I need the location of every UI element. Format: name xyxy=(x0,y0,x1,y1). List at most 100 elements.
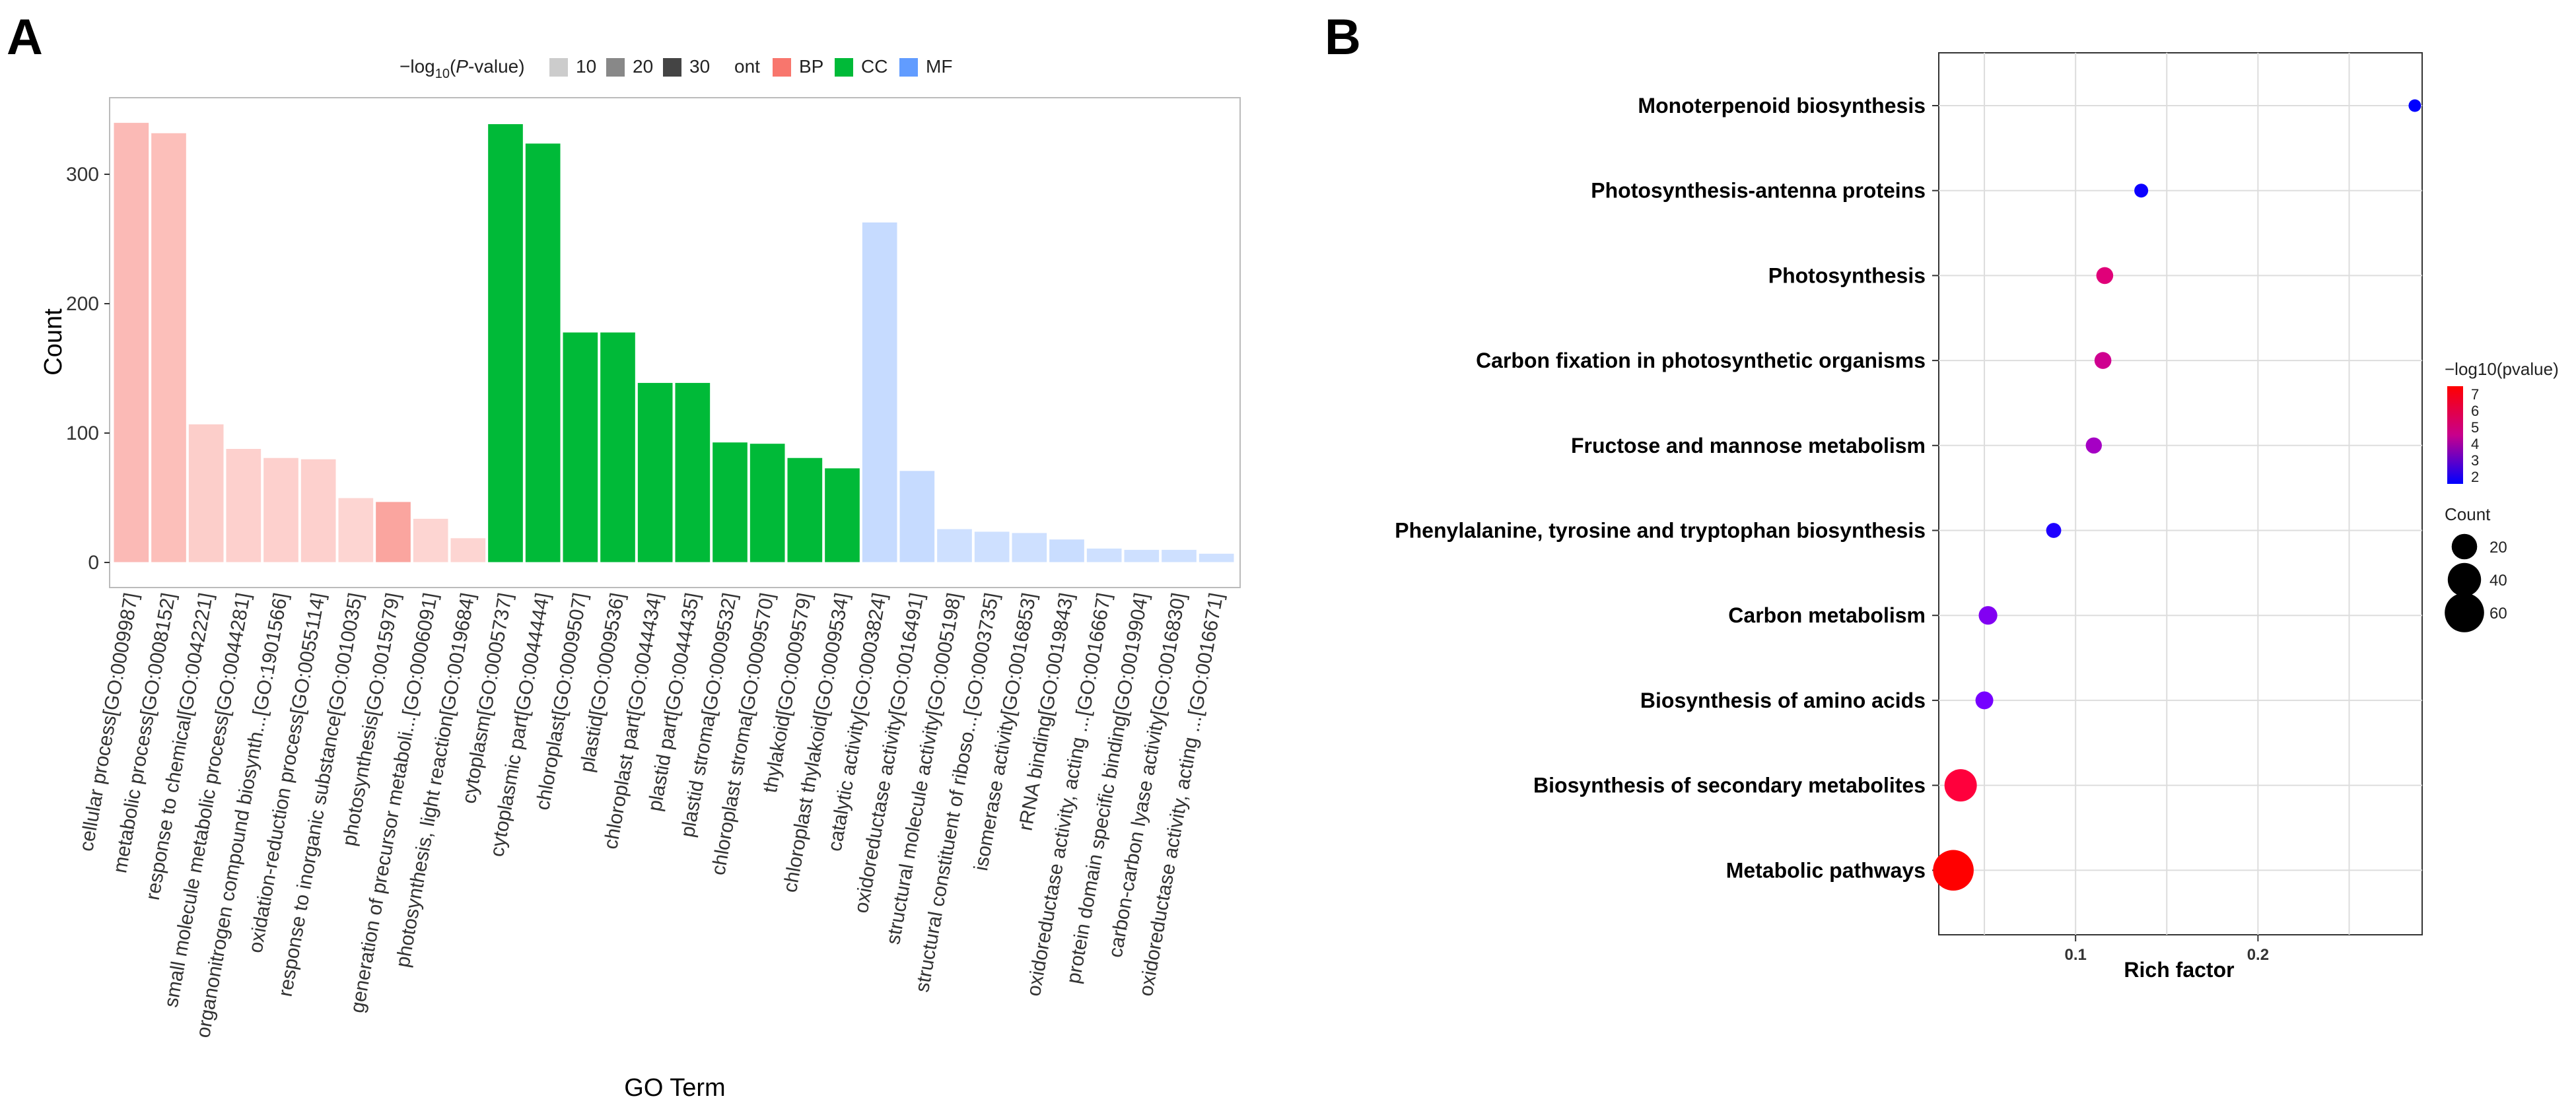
x-axis-tick-labels: cellular process[GO:0009987]metabolic pr… xyxy=(75,591,1228,1039)
bar-cc xyxy=(524,143,561,563)
bar-bp xyxy=(188,423,225,563)
bar-mf xyxy=(1011,532,1048,563)
size-legend-dot xyxy=(2445,593,2484,632)
size-legend-label: 60 xyxy=(2489,605,2507,623)
bar-bp xyxy=(225,448,262,563)
color-legend-tick: 3 xyxy=(2471,452,2479,469)
pathway-bubble xyxy=(2085,437,2102,454)
legend-alpha-swatch-20 xyxy=(606,58,625,77)
bar-cc xyxy=(824,467,860,563)
color-legend-tick: 7 xyxy=(2471,386,2479,403)
panel-b-label: B xyxy=(1325,9,1361,65)
color-legend-title: −log10(pvalue) xyxy=(2445,359,2559,379)
bar-bp xyxy=(412,518,449,563)
pathway-bubble xyxy=(1975,691,1994,710)
pathway-bubble xyxy=(2134,184,2149,198)
bar-cc xyxy=(674,382,711,563)
pathway-label: Biosynthesis of secondary metabolites xyxy=(1533,774,1926,797)
y-tick-label: 300 xyxy=(66,164,99,186)
pathway-bubble xyxy=(1944,769,1977,802)
legend-ont-label-cc: CC xyxy=(861,56,888,77)
pathway-label: Phenylalanine, tyrosine and tryptophan b… xyxy=(1395,519,1926,543)
bar-cc xyxy=(562,331,599,563)
bubble-grid xyxy=(1932,53,2422,935)
y-tick-label: 200 xyxy=(66,293,99,315)
pathway-bubble xyxy=(2094,352,2112,369)
panel-a: A −log10(P-value) 10 20 30 ont BP CC MF … xyxy=(7,9,1241,1102)
legend-alpha-swatch-10 xyxy=(549,58,568,77)
legend-alpha-label-20: 20 xyxy=(633,56,653,77)
pathway-label: Carbon metabolism xyxy=(1728,603,1926,627)
bar-mf xyxy=(899,470,936,563)
x-tick-label: 0.1 xyxy=(2064,946,2086,964)
x-axis-ticks: 0.1 0.2 xyxy=(2064,935,2269,964)
color-legend-tick: 5 xyxy=(2471,419,2479,436)
pathway-label: Photosynthesis xyxy=(1768,263,1926,287)
bar-bp xyxy=(337,497,374,563)
pathway-bubble xyxy=(2408,99,2421,112)
rich-factor-axis-title: Rich factor xyxy=(2124,958,2234,982)
legend-alpha-title: −log10(P-value) xyxy=(400,56,525,81)
legend-alpha-swatch-30 xyxy=(663,58,681,77)
legend-ont-swatch-mf xyxy=(899,58,918,77)
pathway-bubble xyxy=(1978,606,1998,625)
color-legend-bar xyxy=(2447,386,2463,484)
bubble-plot-area xyxy=(1938,52,2423,935)
bar-mf xyxy=(861,222,898,563)
bar-chart-legend: −log10(P-value) 10 20 30 ont BP CC MF xyxy=(400,56,952,81)
size-legend-dot xyxy=(2451,533,2478,560)
x-tick-label: 0.2 xyxy=(2247,946,2269,964)
size-legend-dot xyxy=(2447,562,2482,597)
bubble-series xyxy=(1933,99,2421,891)
bar-mf xyxy=(973,531,1010,563)
bar-cc xyxy=(786,457,823,563)
bar-mf xyxy=(1123,549,1160,563)
color-legend-tick: 6 xyxy=(2471,403,2479,419)
bar-cc xyxy=(600,331,636,563)
bar-bp xyxy=(375,501,411,563)
bar-mf xyxy=(1161,549,1197,563)
pathway-label: Biosynthesis of amino acids xyxy=(1640,689,1926,712)
bar-mf xyxy=(1198,553,1235,563)
legend-ont-swatch-cc xyxy=(835,58,853,77)
pathway-label: Carbon fixation in photosynthetic organi… xyxy=(1476,349,1926,372)
color-legend-tick: 4 xyxy=(2471,436,2479,452)
pathway-labels: Monoterpenoid biosynthesis Photosynthesis… xyxy=(1395,94,1926,882)
legend-alpha-label-10: 10 xyxy=(576,56,596,77)
legend-ont-label-mf: MF xyxy=(926,56,952,77)
y-axis-ticks: 0 100 200 300 xyxy=(66,164,110,574)
bar-cc xyxy=(487,123,524,563)
bar-cc xyxy=(749,443,786,563)
bar-mf xyxy=(936,528,973,563)
pathway-bubble xyxy=(2096,267,2114,285)
size-legend-entries: 20 40 60 xyxy=(2445,533,2507,632)
panel-a-label: A xyxy=(7,9,43,65)
pathway-label: Metabolic pathways xyxy=(1726,858,1926,882)
bar-series xyxy=(113,122,1235,563)
legend-ont-title: ont xyxy=(734,56,760,77)
pathway-bubble xyxy=(1933,850,1974,891)
pathway-label: Photosynthesis-antenna proteins xyxy=(1591,179,1926,203)
bar-bp xyxy=(151,132,187,563)
size-legend-title: Count xyxy=(2445,504,2491,524)
legend-ont-swatch-bp xyxy=(773,58,791,77)
bar-mf xyxy=(1086,547,1123,563)
pathway-label: Fructose and mannose metabolism xyxy=(1571,434,1926,457)
bar-bp xyxy=(113,122,150,563)
y-axis-title: Count xyxy=(40,308,67,376)
legend-alpha-label-30: 30 xyxy=(689,56,710,77)
bar-cc xyxy=(712,442,748,563)
y-tick-label: 0 xyxy=(88,552,99,574)
y-tick-label: 100 xyxy=(66,422,99,444)
bar-bp xyxy=(300,458,337,563)
x-axis-title: GO Term xyxy=(624,1074,725,1102)
panel-b: B Monoterpenoid biosynthesis Photosynthes… xyxy=(1325,9,2559,982)
color-legend-tick: 2 xyxy=(2471,469,2479,485)
pathway-bubble xyxy=(2046,523,2062,538)
bar-mf xyxy=(1049,539,1085,563)
size-legend-label: 40 xyxy=(2489,572,2507,590)
bar-bp xyxy=(450,537,487,563)
